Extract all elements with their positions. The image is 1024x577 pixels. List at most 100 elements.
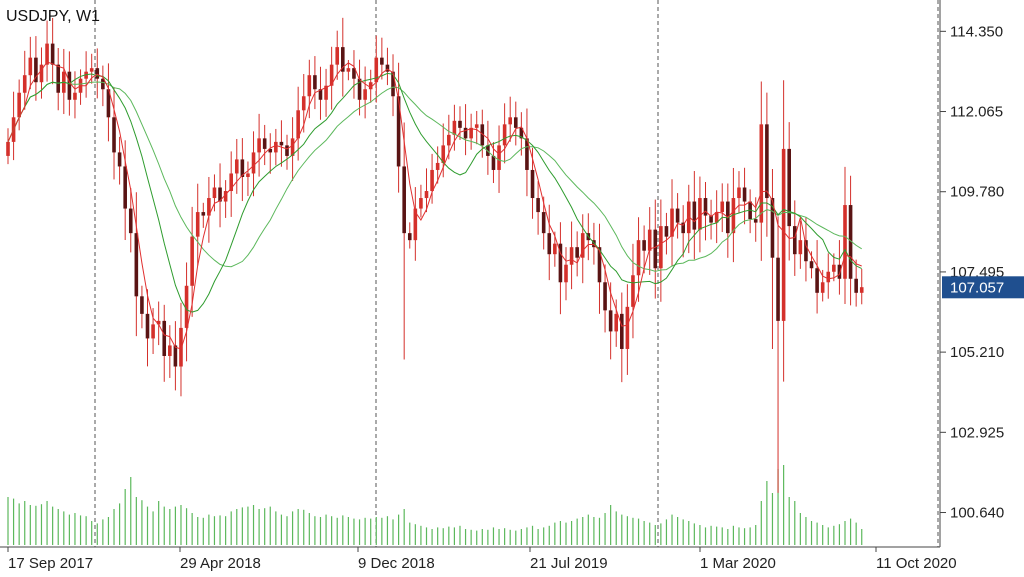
candle-body — [580, 233, 585, 258]
current-price-label: 107.057 — [950, 279, 1004, 296]
current-price-background — [942, 276, 1024, 299]
moving-average-mid — [7, 72, 862, 313]
candle-body — [675, 208, 680, 223]
candle-body — [424, 191, 429, 199]
candles — [6, 17, 864, 493]
candle-body — [608, 310, 613, 332]
candle-body — [140, 296, 144, 314]
candle-body — [184, 285, 189, 328]
y-axis: 114.350112.065109.780107.495105.210102.9… — [940, 23, 1004, 522]
candle-body — [391, 71, 395, 97]
candle-body — [519, 127, 524, 139]
candle-body — [508, 117, 512, 125]
candle-body — [195, 212, 200, 237]
y-tick-label: 102.925 — [950, 424, 1004, 441]
candle-body — [318, 89, 323, 100]
candle-body — [491, 155, 496, 170]
candle-body — [541, 212, 546, 234]
candle-body — [670, 208, 674, 237]
candle-body — [257, 138, 261, 153]
x-tick-label: 11 Oct 2020 — [876, 555, 957, 572]
moving-average-fast — [7, 61, 862, 350]
candle-body — [134, 233, 139, 297]
candle-body — [681, 222, 685, 234]
candle-body — [145, 313, 150, 339]
candle-body — [441, 145, 446, 163]
candle-body — [50, 43, 55, 65]
candle-body — [67, 71, 72, 100]
candle-body — [447, 134, 451, 146]
candle-body — [279, 141, 284, 146]
candle-body — [346, 68, 351, 72]
candle-body — [547, 233, 552, 255]
candle-body — [832, 264, 836, 272]
candle-body — [659, 226, 663, 269]
candle-body — [162, 320, 167, 356]
candle-body — [826, 271, 831, 283]
y-tick-label: 109.780 — [950, 184, 1004, 201]
candle-body — [502, 124, 507, 146]
x-tick-label: 17 Sep 2017 — [8, 555, 93, 572]
candle-body — [179, 327, 183, 367]
candle-body — [363, 89, 367, 100]
candle-body — [474, 124, 479, 128]
candle-body — [419, 198, 423, 209]
candle-body — [95, 68, 100, 79]
candle-body — [73, 92, 77, 100]
candle-body — [329, 64, 334, 86]
candle-body — [703, 198, 708, 216]
candle-body — [731, 198, 736, 234]
candle-body — [653, 229, 658, 269]
candle-body — [603, 282, 607, 311]
candle-body — [497, 145, 501, 170]
candle-body — [854, 278, 858, 293]
candle-body — [396, 96, 401, 167]
candle-body — [229, 173, 233, 192]
candle-body — [374, 57, 379, 83]
chart-title: USDJPY, W1 — [6, 8, 100, 25]
candle-body — [89, 68, 94, 72]
moving-averages — [7, 61, 862, 350]
candle-body — [301, 96, 306, 111]
candle-body — [168, 345, 172, 356]
x-tick-label: 1 Mar 2020 — [700, 555, 776, 572]
candle-body — [776, 257, 780, 321]
candle-body — [413, 208, 418, 241]
x-axis: 17 Sep 2017 29 Apr 2018 9 Dec 2018 21 Jul 2… — [7, 547, 957, 572]
candle-body — [262, 138, 267, 149]
candle-body — [251, 152, 256, 174]
candle-body — [597, 247, 602, 283]
candle-body — [212, 187, 217, 199]
current-price-tag: 107.057 — [942, 276, 1024, 299]
candle-body — [820, 282, 825, 293]
candle-body — [636, 240, 641, 276]
candle-body — [631, 275, 635, 307]
candle-body — [781, 148, 786, 321]
candle-body — [614, 313, 619, 332]
candle-body — [765, 124, 769, 199]
x-tick-label: 29 Apr 2018 — [180, 555, 261, 572]
candle-body — [380, 57, 384, 65]
candle-body — [296, 110, 300, 139]
candle-body — [101, 78, 105, 90]
candle-body — [530, 169, 535, 199]
candle-body — [234, 159, 239, 174]
candle-body — [324, 85, 328, 100]
candle-body — [592, 240, 596, 248]
candle-body — [246, 173, 250, 177]
candle-body — [837, 264, 842, 279]
candle-body — [792, 226, 797, 255]
y-tick-label: 105.210 — [950, 344, 1004, 361]
candle-body — [307, 75, 312, 97]
candle-body — [753, 219, 758, 223]
candle-body — [815, 268, 819, 293]
candle-body — [787, 148, 791, 227]
candle-body — [402, 166, 406, 234]
candle-body — [809, 261, 814, 269]
candle-body — [525, 138, 529, 170]
candle-body — [341, 47, 345, 72]
candle-body — [123, 166, 127, 209]
candle-body — [759, 124, 764, 223]
candle-body — [804, 240, 808, 262]
